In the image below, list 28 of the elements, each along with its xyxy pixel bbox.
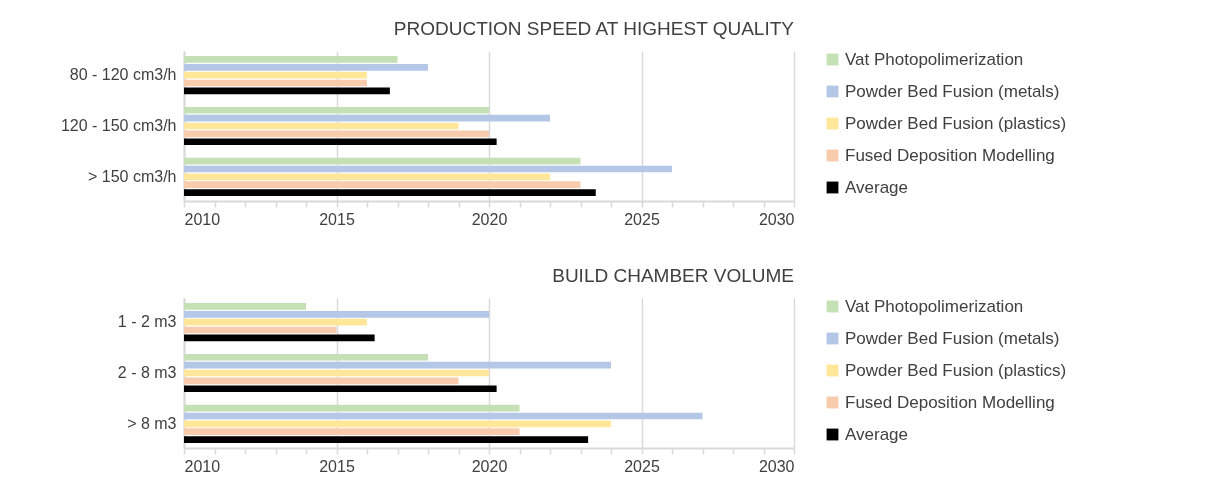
x-tick-label: 2015 — [319, 210, 355, 228]
text: Powder Bed Fusion (metals) — [845, 328, 1060, 348]
legend-label: Powder Bed Fusion (plastics) — [845, 113, 1067, 133]
x-tick-label: 2020 — [471, 210, 508, 228]
x-tick-label: 2010 — [184, 457, 221, 475]
y-tick-label: 2 - 8 m3 — [117, 364, 177, 381]
x-tick-label: 2010 — [184, 210, 221, 228]
text: Vat Photopolimerization — [845, 296, 1024, 316]
y-tick-label: 1 - 2 m3 — [117, 313, 177, 331]
x-tick-label: 2025 — [624, 457, 660, 475]
legend-label: Powder Bed Fusion (plastics) — [845, 360, 1067, 380]
y-tick-label: > 8 m3 — [127, 414, 177, 432]
x-tick-label: 2030 — [758, 210, 795, 228]
y-tick-label: 120 - 150 cm3/h — [60, 117, 177, 134]
chart-title: PRODUCTION SPEED AT HIGHEST QUALITY — [393, 18, 795, 39]
x-tick-label: 2030 — [758, 457, 795, 475]
y-tick-label: 80 - 120 cm3/h — [69, 66, 177, 84]
legend-label: Fused Deposition Modelling — [845, 392, 1055, 412]
legend-label: Fused Deposition Modelling — [845, 145, 1055, 165]
x-tick-label: 2025 — [624, 210, 660, 228]
legend-label: Average — [845, 424, 909, 444]
legend-label: Powder Bed Fusion (metals) — [845, 81, 1060, 101]
chart-title: BUILD CHAMBER VOLUME — [552, 265, 794, 286]
legend-label: Vat Photopolimerization — [845, 49, 1024, 69]
x-tick-label: 2020 — [471, 457, 508, 475]
legend-label: Average — [845, 177, 909, 197]
y-tick-label: > 150 cm3/h — [88, 167, 177, 185]
x-tick-label: 2015 — [319, 457, 355, 475]
